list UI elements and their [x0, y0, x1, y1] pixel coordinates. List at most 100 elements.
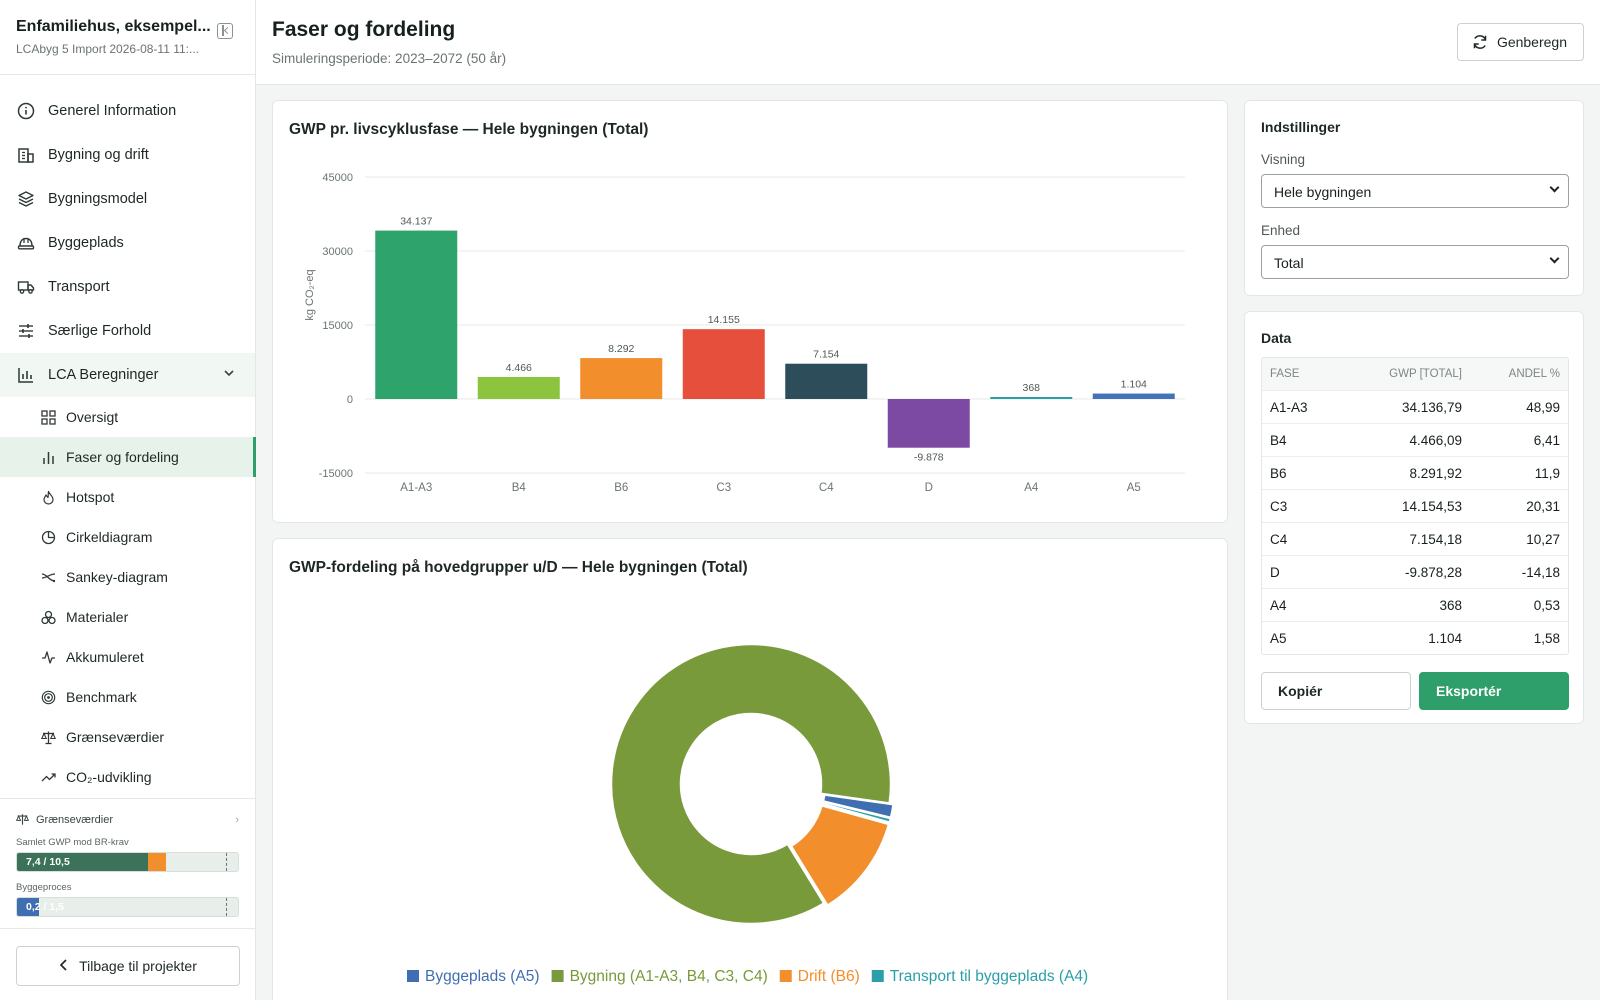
recalculate-button[interactable]: Genberegn	[1456, 23, 1584, 61]
x-tick-label: A4	[1024, 482, 1039, 494]
pie-chart-title: GWP-fordeling på hovedgrupper u/D — Hele…	[289, 559, 748, 576]
cell-share: 1,58	[1533, 630, 1560, 646]
pie-chart-card: GWP-fordeling på hovedgrupper u/D — Hele…	[272, 538, 1228, 1000]
cell-phase: B6	[1270, 465, 1287, 481]
limit-bar1-fill	[17, 853, 148, 871]
sidebar-subitem-sankey-diagram[interactable]: Sankey-diagram	[0, 557, 255, 597]
bars-icon	[40, 449, 56, 465]
sidebar-subitem-label: Materialer	[66, 609, 129, 625]
chevron-down-icon	[223, 367, 235, 383]
sidebar-item-byggeplads[interactable]: Byggeplads	[0, 221, 255, 265]
limits-title: Grænseværdier	[36, 814, 114, 826]
bar-d	[887, 399, 970, 448]
legend-swatch	[779, 970, 792, 982]
sidebar-item-label: Generel Information	[48, 103, 177, 119]
page-header: Faser og fordeling Simuleringsperiode: 2…	[256, 0, 1600, 85]
back-to-projects-button[interactable]: Tilbage til projekter	[16, 946, 240, 986]
data-label: 368	[1022, 382, 1040, 394]
sidebar-subitem-benchmark[interactable]: Benchmark	[0, 677, 255, 717]
table-header-row: FASE GWP [TOTAL] ANDEL %	[1262, 358, 1568, 390]
data-label: 1.104	[1121, 379, 1147, 391]
sidebar-subitem-co2-udvikling[interactable]: CO₂-udvikling	[0, 757, 255, 797]
limits-widget[interactable]: Grænseværdier › Samlet GWP mod BR-krav 7…	[0, 798, 255, 917]
view-select[interactable]: Hele bygningen	[1261, 174, 1569, 208]
cell-phase: C3	[1270, 498, 1288, 514]
cell-gwp: 14.154,53	[1401, 498, 1462, 514]
limit-bar1-fill-extra	[148, 853, 166, 871]
y-tick-label: 45000	[322, 172, 353, 184]
cell-phase: A1-A3	[1270, 399, 1308, 415]
bar-c3	[682, 329, 765, 399]
cell-share: -14,18	[1521, 564, 1560, 580]
sidebar-item-saerlige-forhold[interactable]: Særlige Forhold	[0, 309, 255, 353]
sidebar-subitem-materialer[interactable]: Materialer	[0, 597, 255, 637]
sidebar-subitem-cirkeldiagram[interactable]: Cirkeldiagram	[0, 517, 255, 557]
x-tick-label: C3	[716, 482, 731, 494]
sidebar-subitem-graensevaerdier[interactable]: Grænseværdier	[0, 717, 255, 757]
truck-icon	[16, 277, 36, 297]
sidebar-item-generel-information[interactable]: Generel Information	[0, 89, 255, 133]
data-label: 7.154	[813, 349, 839, 361]
sidebar-item-label: Transport	[48, 279, 110, 295]
limits-header[interactable]: Grænseværdier ›	[16, 813, 239, 827]
settings-card: Indstillinger Visning Hele bygningen Enh…	[1244, 100, 1584, 296]
y-tick-label: 30000	[322, 246, 353, 258]
legend-label: Transport til byggeplads (A4)	[890, 968, 1088, 985]
table-row: B6 8.291,92 11,9	[1262, 456, 1568, 489]
sidebar-subitem-oversigt[interactable]: Oversigt	[0, 397, 255, 437]
table-row: A5 1.104 1,58	[1262, 621, 1568, 654]
data-label: -9.878	[914, 452, 944, 464]
page-title: Faser og fordeling	[272, 18, 456, 41]
x-tick-label: A1-A3	[400, 482, 432, 494]
target-icon	[40, 689, 56, 705]
sidebar-subitem-akkumuleret[interactable]: Akkumuleret	[0, 637, 255, 677]
sidebar-item-bygning-og-drift[interactable]: Bygning og drift	[0, 133, 255, 177]
table-row: C4 7.154,18 10,27	[1262, 522, 1568, 555]
legend-swatch	[407, 970, 419, 982]
cell-phase: A5	[1270, 630, 1287, 646]
page-subtitle: Simuleringsperiode: 2023–2072 (50 år)	[272, 51, 507, 66]
sidebar-collapse-icon[interactable]	[217, 23, 233, 39]
building-icon	[16, 145, 36, 165]
cell-gwp: 8.291,92	[1409, 465, 1462, 481]
sidebar-subitem-label: Cirkeldiagram	[66, 529, 153, 545]
bar-b6	[580, 358, 663, 399]
x-tick-label: B6	[614, 482, 628, 494]
limit-bar2-fill	[17, 898, 39, 916]
sidebar-item-bygningsmodel[interactable]: Bygningsmodel	[0, 177, 255, 221]
refresh-icon	[1472, 34, 1488, 50]
cell-phase: C4	[1270, 531, 1288, 547]
activity-icon	[40, 649, 56, 665]
x-tick-label: B4	[512, 482, 527, 494]
bar-a1-a3	[375, 230, 458, 399]
table-row: D -9.878,28 -14,18	[1262, 555, 1568, 588]
sidebar-item-transport[interactable]: Transport	[0, 265, 255, 309]
sidebar-subitem-hotspot[interactable]: Hotspot	[0, 477, 255, 517]
data-title: Data	[1261, 330, 1292, 346]
recalculate-label: Genberegn	[1496, 34, 1567, 50]
project-header: Enfamiliehus, eksempel... LCAbyg 5 Impor…	[0, 0, 255, 75]
sidebar: Enfamiliehus, eksempel... LCAbyg 5 Impor…	[0, 0, 256, 1000]
export-button[interactable]: Eksportér	[1419, 672, 1569, 710]
sidebar-item-lca-beregninger[interactable]: LCA Beregninger	[0, 353, 255, 397]
scale-icon	[40, 729, 56, 745]
sidebar-subitem-label: CO₂-udvikling	[66, 769, 152, 785]
divider	[0, 928, 255, 929]
copy-button[interactable]: Kopiér	[1261, 672, 1411, 710]
sidebar-subitem-faser-og-fordeling[interactable]: Faser og fordeling	[0, 437, 256, 477]
cell-share: 6,41	[1533, 432, 1560, 448]
data-card: Data FASE GWP [TOTAL] ANDEL % A1-A3 34.13…	[1244, 311, 1584, 724]
legend-label: Bygning (A1-A3, B4, C3, C4)	[570, 968, 768, 985]
x-tick-label: C4	[819, 482, 834, 494]
cell-gwp: 4.466,09	[1409, 432, 1462, 448]
data-label: 34.137	[400, 216, 432, 228]
column-header-gwp: GWP [TOTAL]	[1389, 368, 1462, 380]
unit-select[interactable]: Total	[1261, 245, 1569, 279]
cell-share: 48,99	[1526, 399, 1560, 415]
limit-bar1-text: 7,4 / 10,5	[26, 856, 70, 868]
legend-label: Byggeplads (A5)	[425, 968, 540, 985]
sidebar-subitem-label: Benchmark	[66, 689, 137, 705]
legend-swatch	[551, 970, 564, 982]
legend-label: Drift (B6)	[798, 968, 860, 985]
pie-icon	[40, 529, 56, 545]
